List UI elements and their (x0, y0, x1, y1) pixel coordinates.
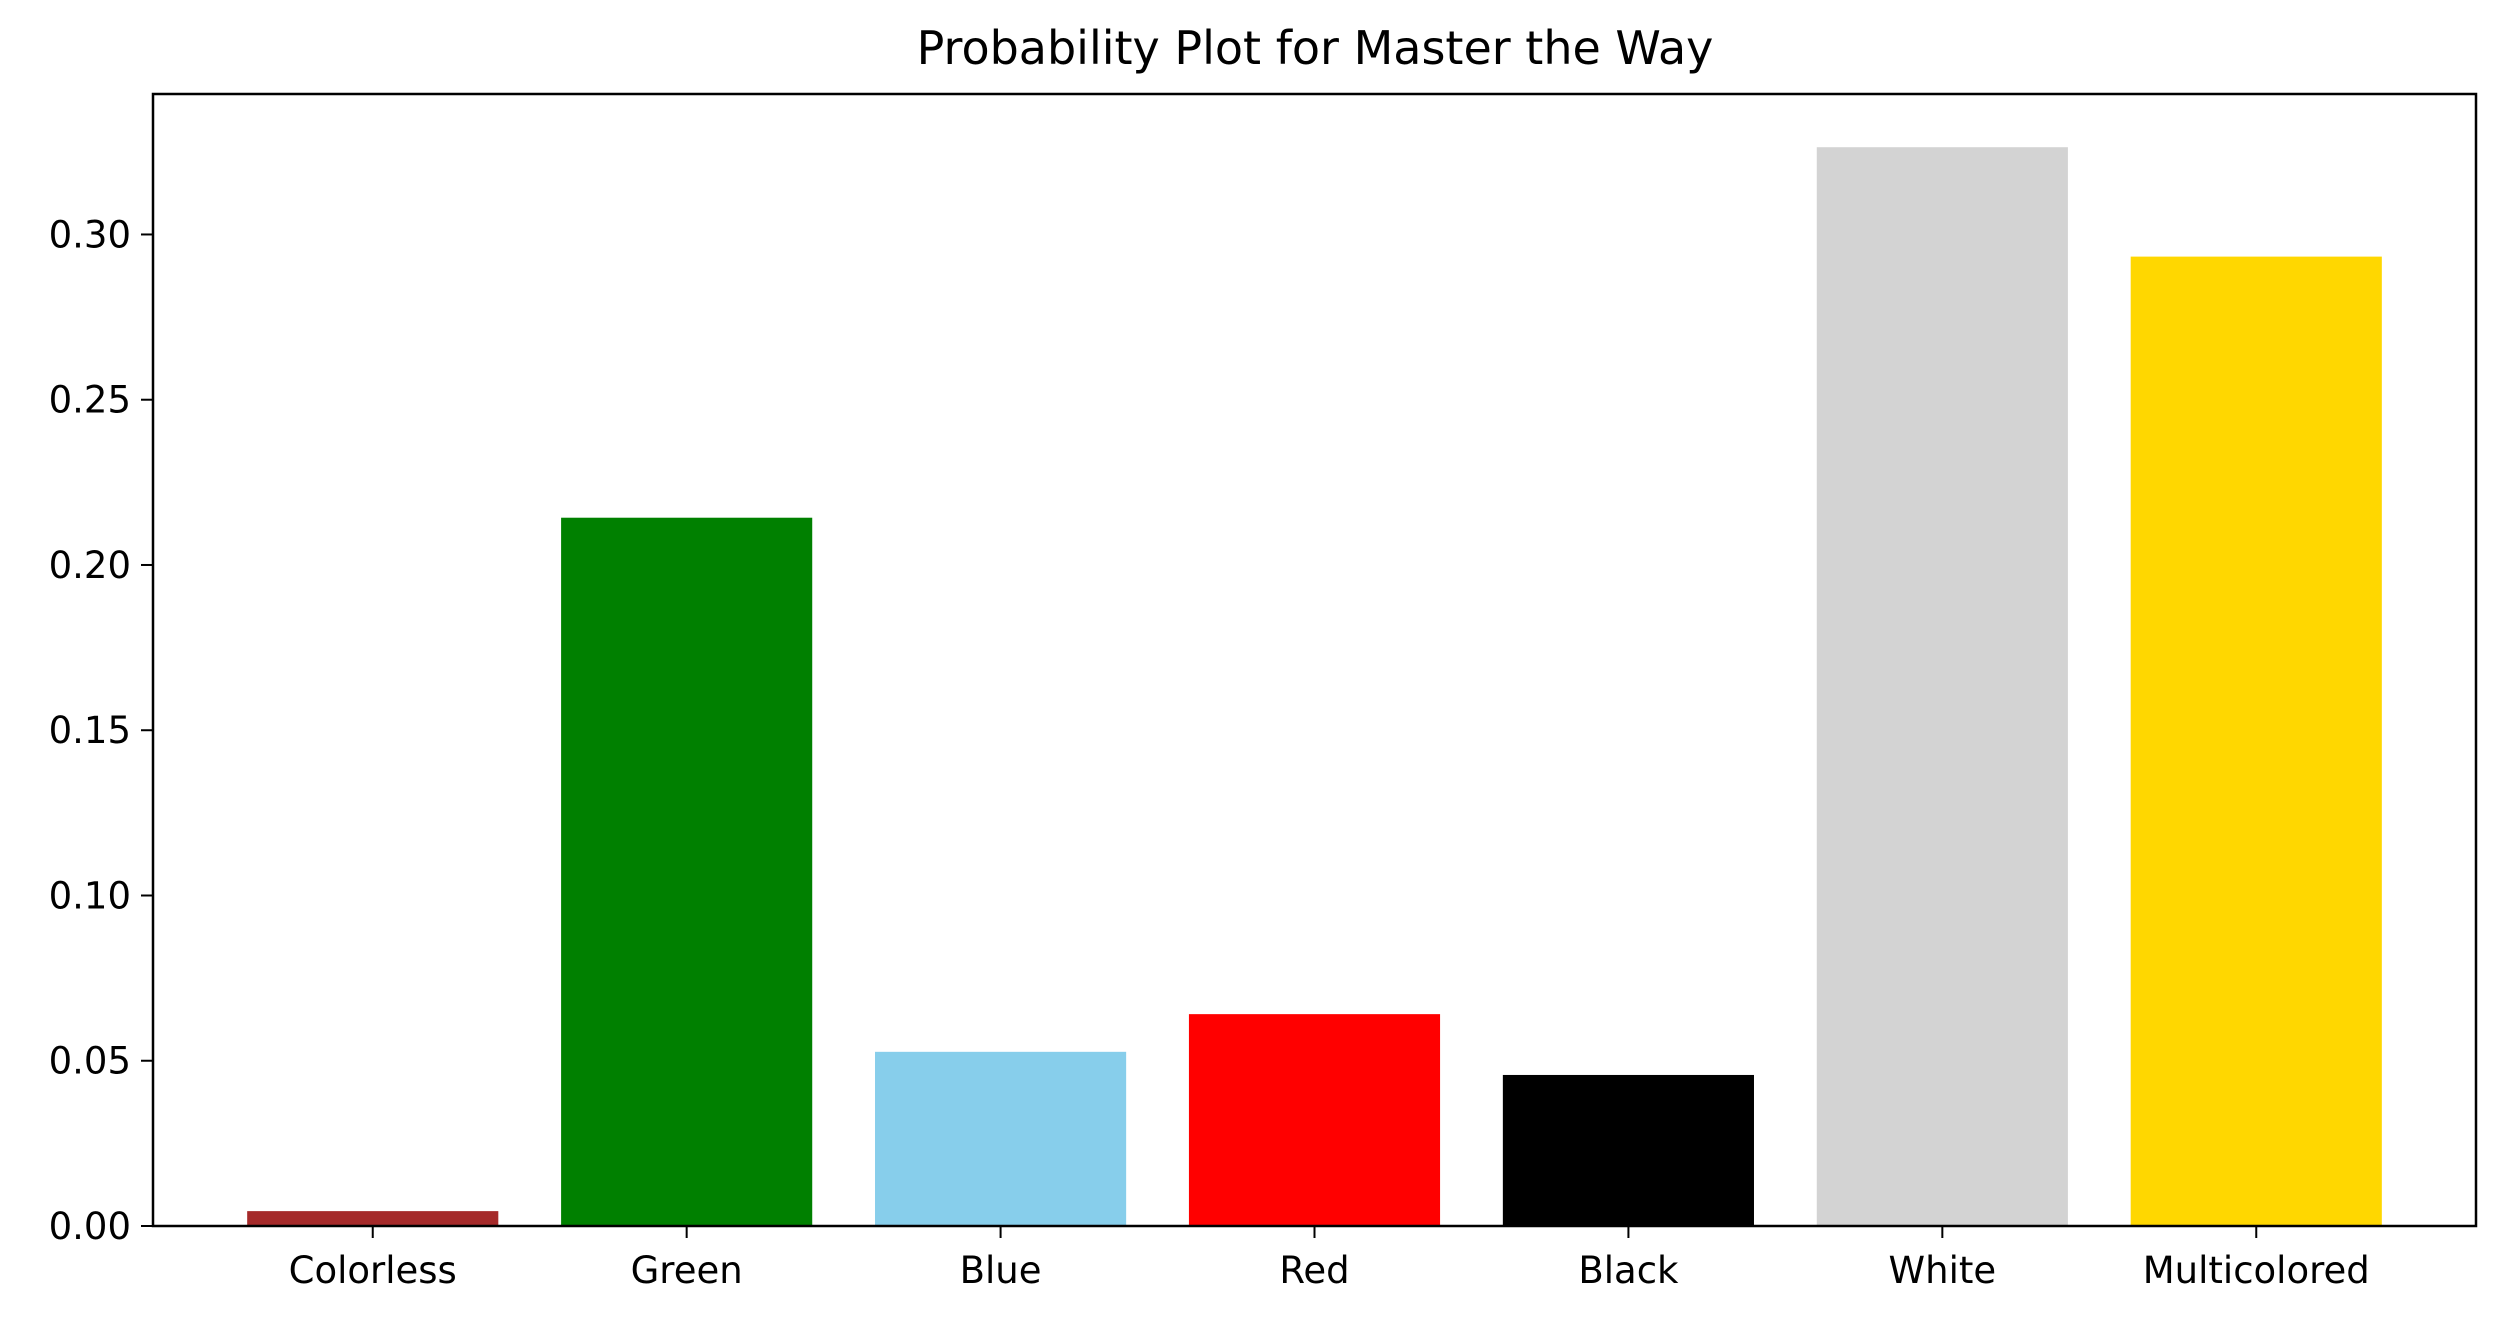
bar-green (561, 517, 813, 1226)
plot-frame (151, 92, 2478, 1228)
y-axis: 0.00 0.05 0.10 0.15 0.20 0.25 0.30 (49, 213, 153, 1248)
chart-title: Probability Plot for Master the Way (917, 21, 1714, 75)
bar-multicolored (2130, 256, 2382, 1226)
y-tick-label: 0.20 (49, 544, 131, 587)
bar-black (1502, 1074, 1754, 1226)
bar-colorless (247, 1211, 499, 1226)
bar-red (1188, 1014, 1441, 1226)
x-tick-label-multicolored: Multicolored (2143, 1249, 2370, 1292)
y-tick-label: 0.10 (49, 874, 131, 917)
y-tick-label: 0.15 (49, 709, 131, 752)
x-tick-label-red: Red (1279, 1249, 1349, 1292)
x-tick-label-black: Black (1578, 1249, 1679, 1292)
y-tick-label: 0.05 (49, 1040, 131, 1083)
y-tick-label: 0.25 (49, 379, 131, 422)
bar-blue (875, 1051, 1127, 1226)
bar-white (1816, 147, 2068, 1226)
x-tick-label-white: White (1889, 1249, 1997, 1292)
x-tick-label-blue: Blue (960, 1249, 1042, 1292)
y-tick-label: 0.00 (49, 1205, 131, 1248)
bars-group (247, 147, 2382, 1226)
x-tick-label-colorless: Colorless (289, 1249, 457, 1292)
x-tick-label-green: Green (631, 1249, 743, 1292)
y-tick-label: 0.30 (49, 213, 131, 256)
x-axis: Colorless Green Blue Red Black White Multicolo… (289, 1226, 2370, 1292)
